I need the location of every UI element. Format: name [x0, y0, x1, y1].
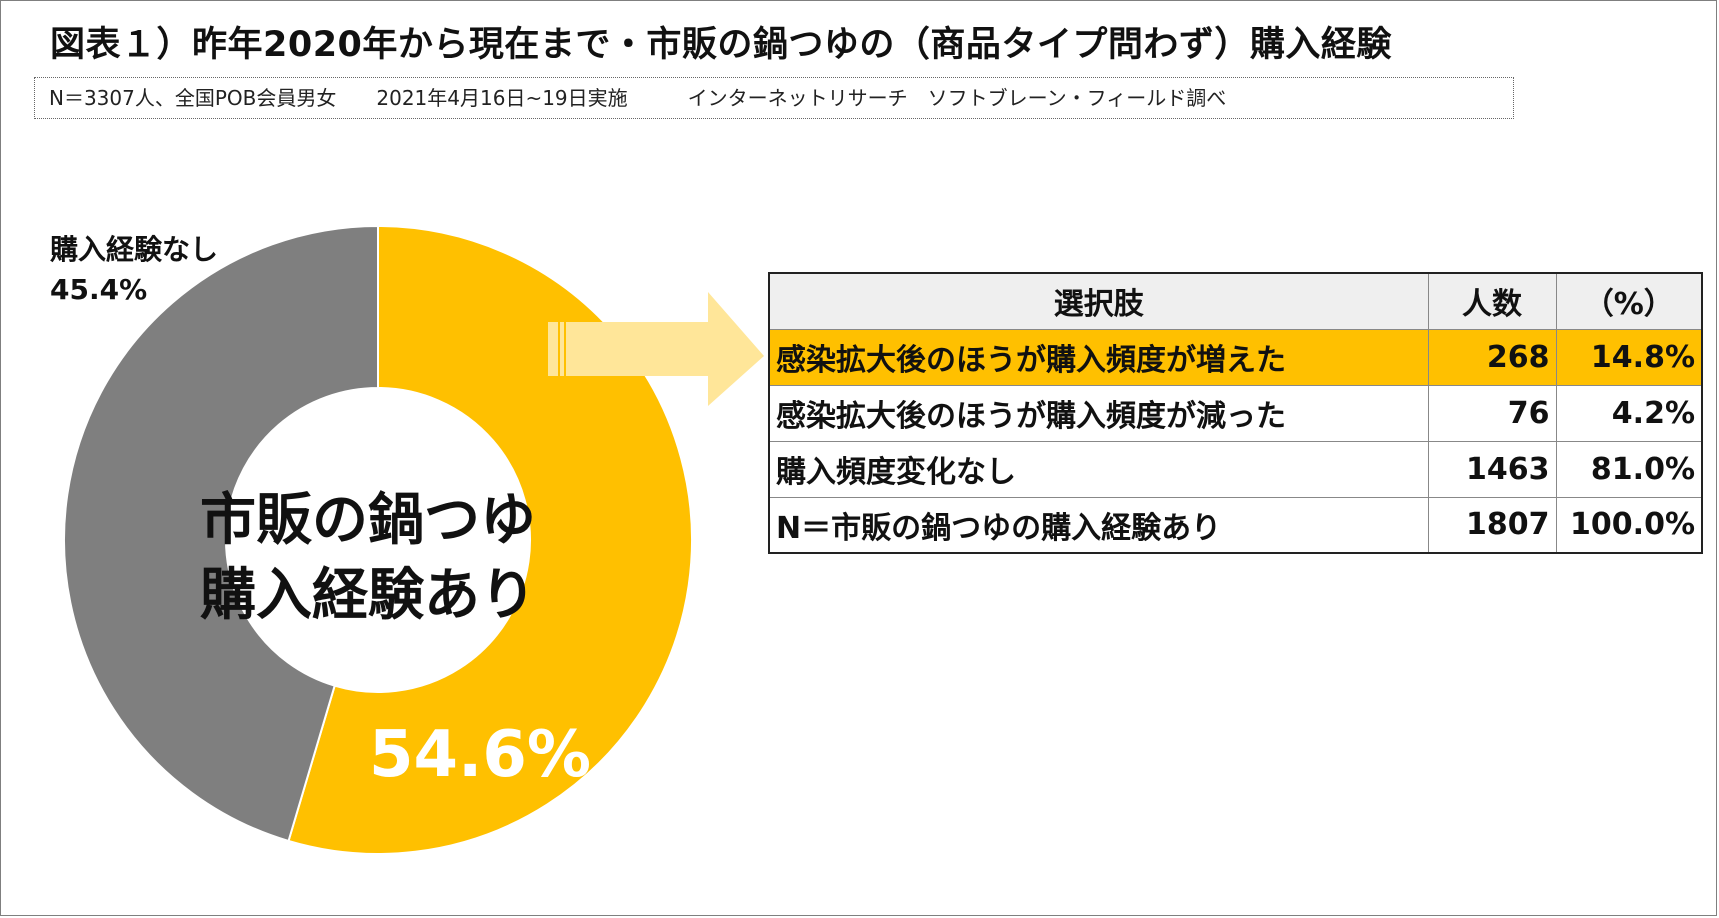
row-count: 76	[1427, 384, 1557, 442]
header-option: 選択肢	[768, 272, 1429, 330]
row-count: 1807	[1427, 496, 1557, 554]
row-percent: 4.2%	[1555, 384, 1703, 442]
row-percent: 100.0%	[1555, 496, 1703, 554]
row-percent: 14.8%	[1555, 328, 1703, 386]
table-row: 感染拡大後のほうが購入頻度が増えた 268 14.8%	[768, 328, 1703, 386]
table-row: 購入頻度変化なし 1463 81.0%	[768, 440, 1703, 498]
row-count: 1463	[1427, 440, 1557, 498]
table-row: N＝市販の鍋つゆの購入経験あり 1807 100.0%	[768, 496, 1703, 554]
arrow-tail-stripe	[560, 322, 564, 376]
slice-name-label-no: 購入経験なし	[50, 233, 218, 266]
row-count: 268	[1427, 328, 1557, 386]
row-percent: 81.0%	[1555, 440, 1703, 498]
row-label: 購入頻度変化なし	[768, 440, 1429, 498]
table-header-row: 選択肢 人数 （%）	[768, 272, 1703, 330]
header-count: 人数	[1427, 272, 1557, 330]
arrow-to-table	[566, 292, 764, 406]
table-row: 感染拡大後のほうが購入頻度が減った 76 4.2%	[768, 384, 1703, 442]
page-title: 図表１）昨年2020年から現在まで・市販の鍋つゆの（商品タイプ問わず）購入経験	[50, 25, 1392, 65]
slice-value-label-no: 45.4%	[50, 273, 147, 306]
row-label: 感染拡大後のほうが購入頻度が増えた	[768, 328, 1429, 386]
breakdown-table: 選択肢 人数 （%） 感染拡大後のほうが購入頻度が増えた 268 14.8% 感…	[768, 272, 1703, 554]
row-label: N＝市販の鍋つゆの購入経験あり	[768, 496, 1429, 554]
center-label-line-1: 市販の鍋つゆ	[200, 488, 536, 553]
center-label-line-2: 購入経験あり	[200, 563, 536, 628]
header-percent: （%）	[1555, 272, 1703, 330]
arrow-tail-stripe	[548, 322, 558, 376]
donut-slice-not-purchased	[63, 224, 379, 843]
row-label: 感染拡大後のほうが購入頻度が減った	[768, 384, 1429, 442]
survey-note: N＝3307人、全国POB会員男女 2021年4月16日~19日実施 インターネ…	[34, 77, 1514, 119]
slice-value-label-yes: 54.6%	[369, 718, 591, 792]
